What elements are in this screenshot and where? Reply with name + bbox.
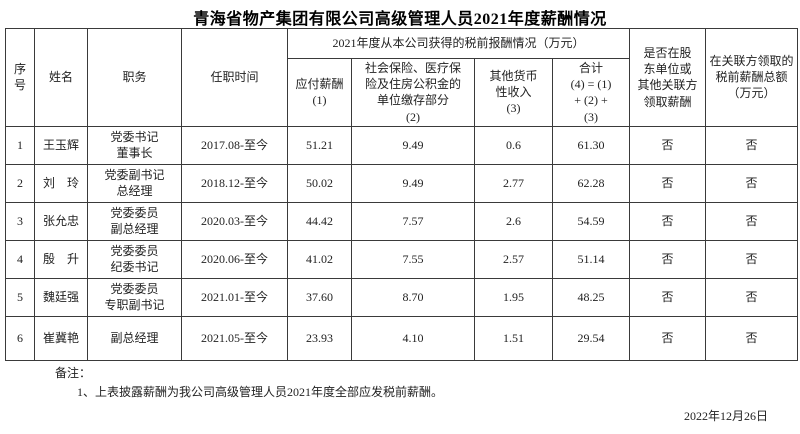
header-group-pretax: 2021年度从本公司获得的税前报酬情况（万元） [286, 28, 631, 59]
cell-tenure: 2020.03-至今 [181, 201, 288, 241]
cell-tenure: 2017.08-至今 [181, 125, 288, 165]
cell-related-total: 否 [705, 163, 799, 203]
cell-insurance: 4.10 [351, 315, 475, 361]
document-date: 2022年12月26日 [683, 409, 768, 423]
cell-name: 殷 升 [34, 239, 88, 279]
cell-related-total: 否 [705, 239, 799, 279]
cell-total: 61.30 [551, 125, 631, 165]
header-row-sub: 应付薪酬 (1) 社会保险、医疗保 险及住房公积金的 单位缴存部分 (2) 其他… [6, 58, 798, 127]
cell-index: 2 [5, 163, 35, 203]
cell-index: 5 [5, 277, 35, 317]
cell-other-income: 2.57 [474, 239, 553, 279]
cell-position: 党委书记 董事长 [87, 125, 182, 165]
cell-index: 3 [5, 201, 35, 241]
cell-related-total: 否 [705, 277, 799, 317]
cell-other-income: 2.6 [474, 201, 553, 241]
cell-name: 王玉辉 [34, 125, 88, 165]
header-name: 姓名 [34, 28, 88, 127]
cell-tenure: 2018.12-至今 [181, 163, 288, 203]
cell-tenure: 2021.05-至今 [181, 315, 288, 361]
cell-name: 刘 玲 [34, 163, 88, 203]
notes-label: 备注： [55, 366, 92, 380]
cell-total: 51.14 [551, 239, 631, 279]
cell-other-income: 1.95 [474, 277, 553, 317]
cell-salary: 51.21 [287, 125, 352, 165]
cell-related-pay: 否 [629, 163, 707, 203]
header-insurance: 社会保险、医疗保 险及住房公积金的 单位缴存部分 (2) [351, 58, 475, 127]
cell-tenure: 2020.06-至今 [181, 239, 288, 279]
cell-salary: 41.02 [287, 239, 352, 279]
cell-total: 48.25 [551, 277, 631, 317]
cell-position: 党委副书记 总经理 [87, 163, 182, 203]
header-related-total: 在关联方领取的 税前薪酬总额 （万元） [705, 28, 799, 127]
salary-table: 序 号 姓名 职务 任职时间 2021年度从本公司获得的税前报酬情况（万元） 是… [5, 28, 799, 361]
table-row: 2 刘 玲 党委副书记 总经理 2018.12-至今 50.02 9.49 2.… [5, 163, 799, 203]
header-related-pay: 是否在股 东单位或 其他关联方 领取薪酬 [629, 28, 707, 127]
header-salary: 应付薪酬 (1) [287, 58, 352, 127]
cell-related-pay: 否 [629, 201, 707, 241]
header-position: 职务 [87, 28, 182, 127]
cell-name: 张允忠 [34, 201, 88, 241]
cell-position: 党委委员 副总经理 [87, 201, 182, 241]
notes-section: 备注： 1、上表披露薪酬为我公司高级管理人员2021年度全部应发税前薪酬。 [55, 364, 443, 401]
note-item: 1、上表披露薪酬为我公司高级管理人员2021年度全部应发税前薪酬。 [77, 384, 444, 399]
cell-salary: 50.02 [287, 163, 352, 203]
cell-other-income: 2.77 [474, 163, 553, 203]
cell-related-total: 否 [705, 201, 799, 241]
cell-index: 1 [5, 125, 35, 165]
cell-insurance: 9.49 [351, 163, 475, 203]
cell-name: 魏廷强 [34, 277, 88, 317]
cell-index: 4 [5, 239, 35, 279]
header-tenure: 任职时间 [181, 28, 288, 127]
cell-salary: 44.42 [287, 201, 352, 241]
cell-salary: 37.60 [287, 277, 352, 317]
cell-other-income: 1.51 [474, 315, 553, 361]
cell-position: 副总经理 [87, 315, 182, 361]
cell-position: 党委委员 纪委书记 [87, 239, 182, 279]
cell-total: 54.59 [551, 201, 631, 241]
cell-tenure: 2021.01-至今 [181, 277, 288, 317]
cell-related-pay: 否 [629, 239, 707, 279]
cell-other-income: 0.6 [474, 125, 553, 165]
cell-total: 62.28 [551, 163, 631, 203]
cell-related-pay: 否 [629, 315, 707, 361]
header-other-income: 其他货币 性收入 (3) [474, 58, 553, 127]
header-total: 合计 (4) = (1) + (2) + (3) [551, 58, 631, 127]
cell-related-total: 否 [705, 315, 799, 361]
table-row: 3 张允忠 党委委员 副总经理 2020.03-至今 44.42 7.57 2.… [5, 201, 799, 241]
table-row: 4 殷 升 党委委员 纪委书记 2020.06-至今 41.02 7.55 2.… [5, 239, 799, 279]
cell-position: 党委委员 专职副书记 [87, 277, 182, 317]
table-row: 5 魏廷强 党委委员 专职副书记 2021.01-至今 37.60 8.70 1… [5, 277, 799, 317]
header-row-top: 序 号 姓名 职务 任职时间 2021年度从本公司获得的税前报酬情况（万元） 是… [5, 28, 799, 127]
table-row: 1 王玉辉 党委书记 董事长 2017.08-至今 51.21 9.49 0.6… [5, 125, 799, 165]
table-row: 6 崔冀艳 副总经理 2021.05-至今 23.93 4.10 1.51 29… [5, 315, 799, 361]
cell-insurance: 7.55 [351, 239, 475, 279]
cell-related-pay: 否 [629, 277, 707, 317]
cell-name: 崔冀艳 [34, 315, 88, 361]
cell-index: 6 [5, 315, 35, 361]
header-index: 序 号 [5, 28, 35, 127]
cell-salary: 23.93 [287, 315, 352, 361]
cell-insurance: 8.70 [351, 277, 475, 317]
page-title: 青海省物产集团有限公司高级管理人员2021年度薪酬情况 [193, 11, 607, 28]
cell-total: 29.54 [551, 315, 631, 361]
cell-related-total: 否 [705, 125, 799, 165]
cell-related-pay: 否 [629, 125, 707, 165]
cell-insurance: 7.57 [351, 201, 475, 241]
cell-insurance: 9.49 [351, 125, 475, 165]
